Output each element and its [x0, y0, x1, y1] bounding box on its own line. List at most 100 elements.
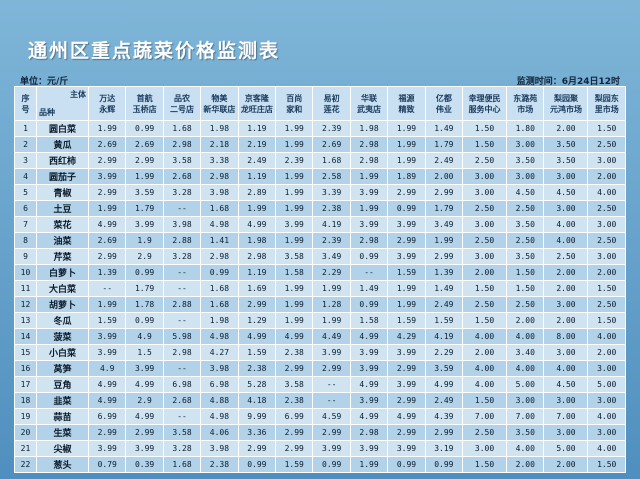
price-cell: 4.99 — [387, 408, 426, 425]
price-cell: 1.50 — [462, 136, 508, 153]
table-row: 15 小白菜 3.99 1.5 2.98 4.27 1.59 2.38 3.99 3.99 3.99… — [14, 344, 626, 361]
price-cell: 1.99 — [387, 280, 426, 297]
price-cell: 1.99 — [312, 312, 351, 329]
table-row: 3 西红柿 2.99 2.99 3.58 3.38 2.49 2.39 1.68 2.98 1.99… — [14, 152, 626, 169]
price-cell: 3.00 — [543, 168, 589, 185]
price-cell: 3.99 — [275, 216, 314, 233]
price-cell: 4.50 — [543, 376, 589, 393]
price-cell: 4.00 — [506, 440, 545, 457]
price-cell: 1.99 — [275, 184, 314, 201]
price-cell: 2.00 — [506, 456, 545, 473]
table-row: 18 韭菜 4.99 2.9 2.68 4.88 4.18 2.38 -- 3.99 2.99 2.4… — [14, 392, 626, 409]
price-cell: 2.98 — [349, 424, 389, 441]
price-cell: 1.50 — [587, 120, 626, 137]
price-cell: 2.00 — [506, 312, 545, 329]
price-cell: 1.99 — [349, 200, 389, 217]
price-cell: 3.00 — [506, 168, 545, 185]
price-cell: -- — [312, 392, 351, 409]
price-cell: 1.41 — [200, 232, 239, 249]
price-cell: 2.00 — [462, 264, 508, 281]
price-cell: 2.99 — [424, 424, 464, 441]
price-cell: 2.50 — [587, 232, 626, 249]
price-cell: 3.99 — [125, 216, 164, 233]
price-cell: 1.99 — [275, 200, 314, 217]
price-cell: 4.99 — [125, 376, 164, 393]
price-cell: 3.99 — [387, 344, 426, 361]
price-cell: 2.38 — [275, 344, 314, 361]
price-cell: 1.29 — [237, 312, 277, 329]
price-cell: 2.99 — [387, 424, 426, 441]
price-cell: 1.80 — [506, 120, 545, 137]
meta-bar: 单位：元/斤 监测时间：6月24日12时 — [20, 74, 620, 87]
price-cell: 4.29 — [387, 328, 426, 345]
price-cell: 2.99 — [275, 440, 314, 457]
price-cell: 1.50 — [506, 264, 545, 281]
vegetable-name: 黄瓜 — [36, 136, 89, 153]
price-cell: 2.69 — [125, 136, 164, 153]
price-cell: 1.98 — [200, 312, 239, 329]
table-row: 16 莴笋 4.9 3.99 -- 3.98 2.38 2.99 2.99 3.99 2.99 3.5… — [14, 360, 626, 377]
price-cell: 3.50 — [506, 152, 545, 169]
price-cell: 2.50 — [506, 296, 545, 313]
header-market: 京客隆 龙旺庄店 — [237, 86, 277, 121]
price-cell: 3.98 — [200, 440, 239, 457]
price-cell: 2.98 — [200, 248, 239, 265]
price-cell: 3.36 — [237, 424, 277, 441]
vegetable-name: 生菜 — [36, 424, 89, 441]
price-cell: 2.99 — [87, 248, 127, 265]
row-index: 7 — [14, 216, 37, 233]
price-cell: 3.99 — [349, 184, 389, 201]
price-cell: 6.99 — [275, 408, 314, 425]
price-cell: 1.39 — [424, 264, 464, 281]
price-cell: 4.9 — [87, 360, 127, 377]
vegetable-name: 冬瓜 — [36, 312, 89, 329]
price-cell: 1.50 — [462, 280, 508, 297]
table-row: 21 尖椒 3.99 3.99 3.28 3.98 2.99 2.99 3.99 3.99 3.99… — [14, 440, 626, 457]
price-cell: 3.00 — [462, 440, 508, 457]
price-cell: -- — [162, 264, 202, 281]
price-cell: 4.50 — [543, 184, 589, 201]
header-index: 序 号 — [14, 86, 37, 121]
price-cell: 3.28 — [162, 440, 202, 457]
price-cell: 2.50 — [462, 424, 508, 441]
price-cell: 3.28 — [162, 248, 202, 265]
table-row: 13 冬瓜 1.59 0.99 -- 1.98 1.29 1.99 1.99 1.58 1.59 1.… — [14, 312, 626, 329]
price-cell: 5.00 — [543, 440, 589, 457]
vegetable-name: 青椒 — [36, 184, 89, 201]
price-cell: -- — [162, 280, 202, 297]
price-cell: 4.99 — [237, 216, 277, 233]
price-cell: 2.00 — [587, 344, 626, 361]
price-cell: 4.00 — [587, 440, 626, 457]
price-cell: 2.99 — [125, 424, 164, 441]
price-cell: 0.39 — [125, 456, 164, 473]
price-cell: 3.19 — [424, 440, 464, 457]
price-cell: 7.00 — [506, 408, 545, 425]
row-index: 22 — [14, 456, 37, 473]
price-cell: 2.50 — [587, 136, 626, 153]
header-market: 福源 精致 — [387, 86, 426, 121]
price-cell: 1.99 — [387, 152, 426, 169]
price-cell: 3.99 — [125, 360, 164, 377]
price-cell: 2.50 — [506, 200, 545, 217]
price-cell: 4.00 — [543, 360, 589, 377]
price-cell: 2.89 — [237, 184, 277, 201]
price-cell: 1.99 — [237, 200, 277, 217]
row-index: 21 — [14, 440, 37, 457]
price-cell: 2.99 — [312, 424, 351, 441]
price-cell: 1.19 — [237, 168, 277, 185]
price-cell: 2.49 — [237, 152, 277, 169]
row-index: 3 — [14, 152, 37, 169]
price-cell: 2.99 — [237, 296, 277, 313]
price-cell: 1.59 — [387, 312, 426, 329]
price-cell: 2.00 — [587, 264, 626, 281]
vegetable-name: 土豆 — [36, 200, 89, 217]
price-cell: 3.99 — [387, 440, 426, 457]
price-cell: 2.49 — [424, 392, 464, 409]
row-index: 13 — [14, 312, 37, 329]
price-cell: 4.99 — [237, 328, 277, 345]
price-cell: 2.99 — [275, 360, 314, 377]
price-cell: 4.00 — [587, 408, 626, 425]
price-cell: 2.39 — [275, 152, 314, 169]
price-cell: 1.39 — [87, 264, 127, 281]
